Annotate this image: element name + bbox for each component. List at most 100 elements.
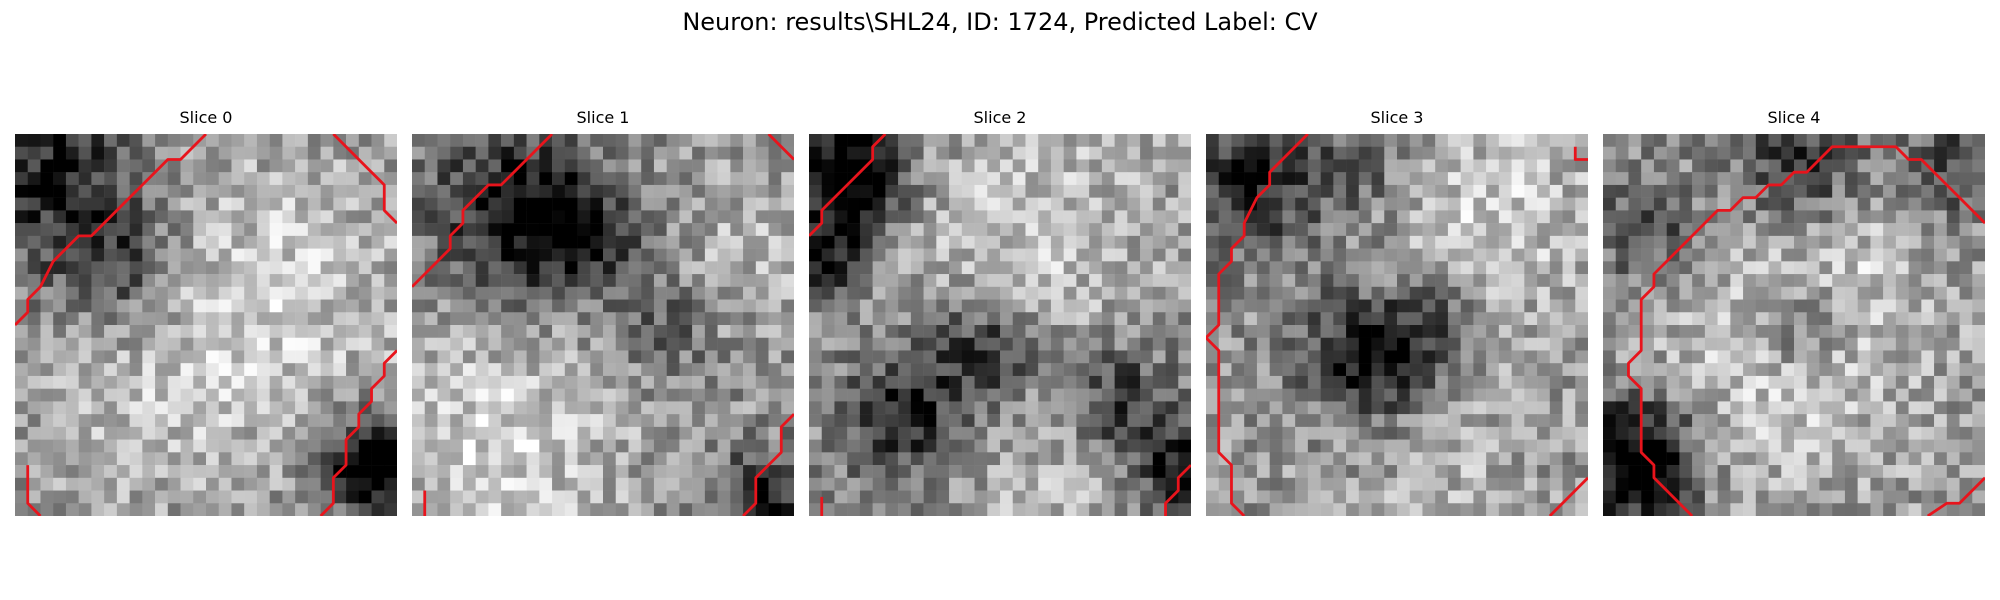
pixel [1844, 210, 1858, 224]
pixel [885, 146, 899, 160]
pixel [1012, 401, 1026, 415]
pixel [1473, 299, 1487, 313]
pixel [91, 350, 105, 364]
pixel [1857, 375, 1871, 389]
pixel [1038, 299, 1052, 313]
pixel [1794, 490, 1807, 504]
pixel [910, 274, 924, 288]
pixel [53, 363, 67, 377]
pixel [1460, 401, 1474, 415]
pixel [768, 197, 782, 211]
contour-line [767, 134, 794, 161]
pixel [475, 299, 489, 313]
pixel [526, 159, 540, 173]
pixel [641, 388, 655, 402]
pixel [1218, 223, 1232, 237]
pixel [462, 388, 476, 402]
pixel [1460, 439, 1474, 453]
pixel [231, 134, 245, 147]
pixel [1832, 452, 1846, 466]
pixel [1641, 261, 1655, 275]
pixel [1679, 363, 1693, 377]
pixel [1269, 274, 1283, 288]
pixel [15, 261, 28, 275]
pixel [1895, 363, 1909, 377]
pixel [218, 159, 232, 173]
pixel [1511, 363, 1525, 377]
pixel [1768, 388, 1782, 402]
pixel [552, 477, 566, 491]
pixel [821, 235, 835, 249]
pixel [1231, 223, 1245, 237]
pixel [1934, 223, 1948, 237]
pixel [1447, 490, 1461, 504]
pixel [1140, 261, 1154, 275]
pixel [218, 503, 232, 516]
pixel [1435, 261, 1449, 275]
pixel [1346, 172, 1360, 186]
slice-panel-3: Slice 3 [1206, 108, 1588, 518]
pixel [1615, 312, 1629, 326]
pixel [1256, 312, 1270, 326]
pixel [1307, 286, 1321, 300]
pixel [1498, 503, 1512, 516]
pixel [743, 363, 757, 377]
pixel [1768, 261, 1782, 275]
pixel [1063, 274, 1077, 288]
pixel [244, 503, 258, 516]
pixel [91, 325, 105, 338]
pixel [1921, 210, 1935, 224]
pixel [743, 477, 757, 491]
pixel [1743, 274, 1757, 288]
pixel [78, 439, 92, 453]
pixel [1076, 197, 1090, 211]
pixel [1152, 235, 1166, 249]
pixel [1218, 490, 1232, 504]
pixel [1089, 184, 1103, 198]
pixel [1603, 172, 1616, 186]
pixel [462, 439, 476, 453]
pixel [1946, 210, 1960, 224]
pixel [333, 350, 347, 364]
contour-line [319, 349, 397, 516]
pixel [809, 503, 822, 516]
pixel [615, 452, 629, 466]
pixel [282, 401, 296, 415]
pixel [974, 337, 988, 351]
pixel [730, 363, 744, 377]
pixel [15, 375, 28, 389]
pixel [412, 414, 425, 428]
pixel [923, 414, 937, 428]
pixel [1206, 401, 1219, 415]
pixel [961, 197, 975, 211]
pixel [282, 375, 296, 389]
pixel [1615, 388, 1629, 402]
pixel [1346, 159, 1360, 173]
pixel [27, 439, 41, 453]
pixel [437, 299, 451, 313]
pixel [320, 134, 334, 147]
pixel [142, 159, 156, 173]
pixel [577, 172, 591, 186]
pixel [1704, 414, 1718, 428]
pixel [1422, 299, 1436, 313]
pixel [1921, 134, 1935, 147]
pixel [577, 439, 591, 453]
pixel [1562, 299, 1576, 313]
pixel [809, 375, 822, 389]
pixel [142, 439, 156, 453]
pixel [384, 503, 397, 516]
pixel [1959, 401, 1973, 415]
pixel [1282, 439, 1296, 453]
pixel [949, 465, 963, 479]
pixel [1358, 286, 1372, 300]
pixel [1628, 490, 1642, 504]
pixel [1089, 312, 1103, 326]
pixel [155, 299, 169, 313]
pixel [526, 401, 540, 415]
pixel [526, 286, 540, 300]
pixel [78, 401, 92, 415]
pixel [307, 197, 321, 211]
pixel [1231, 426, 1245, 440]
pixel [450, 350, 464, 364]
